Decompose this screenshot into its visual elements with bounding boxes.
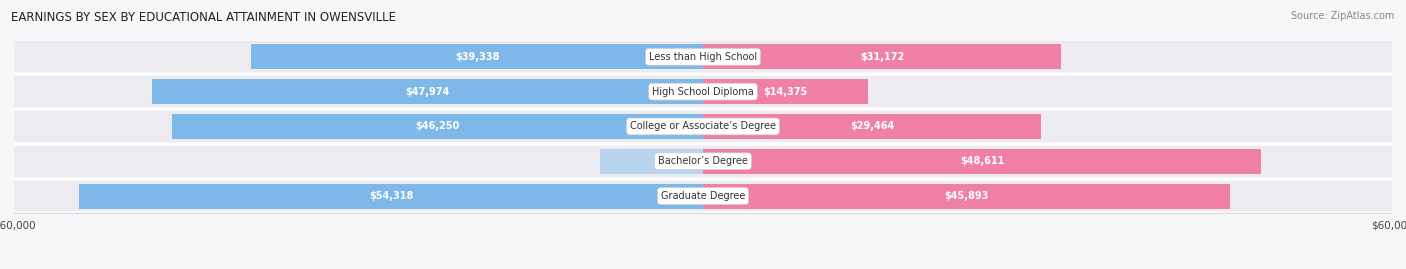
Bar	[252, 44, 703, 69]
Text: $31,172: $31,172	[860, 52, 904, 62]
Bar	[152, 79, 703, 104]
Text: Graduate Degree: Graduate Degree	[661, 191, 745, 201]
Text: $0: $0	[676, 156, 689, 166]
Bar	[703, 114, 1042, 139]
Bar	[599, 149, 703, 174]
Text: $47,974: $47,974	[405, 87, 450, 97]
Text: $46,250: $46,250	[415, 121, 460, 132]
Text: $14,375: $14,375	[763, 87, 807, 97]
Bar	[703, 183, 1230, 208]
Text: Less than High School: Less than High School	[650, 52, 756, 62]
Bar	[703, 79, 868, 104]
Bar	[172, 114, 703, 139]
Bar	[703, 149, 1261, 174]
Bar	[14, 76, 1392, 107]
Bar	[14, 111, 1392, 142]
Text: College or Associate’s Degree: College or Associate’s Degree	[630, 121, 776, 132]
Text: Bachelor’s Degree: Bachelor’s Degree	[658, 156, 748, 166]
Text: $29,464: $29,464	[851, 121, 894, 132]
Text: EARNINGS BY SEX BY EDUCATIONAL ATTAINMENT IN OWENSVILLE: EARNINGS BY SEX BY EDUCATIONAL ATTAINMEN…	[11, 11, 396, 24]
Bar	[14, 146, 1392, 176]
Text: $54,318: $54,318	[368, 191, 413, 201]
Text: Source: ZipAtlas.com: Source: ZipAtlas.com	[1291, 11, 1395, 21]
Bar	[703, 44, 1062, 69]
Text: $39,338: $39,338	[456, 52, 499, 62]
Bar	[79, 183, 703, 208]
Text: $48,611: $48,611	[960, 156, 1004, 166]
Bar	[14, 181, 1392, 211]
Bar	[14, 41, 1392, 72]
Text: $45,893: $45,893	[945, 191, 988, 201]
Text: High School Diploma: High School Diploma	[652, 87, 754, 97]
